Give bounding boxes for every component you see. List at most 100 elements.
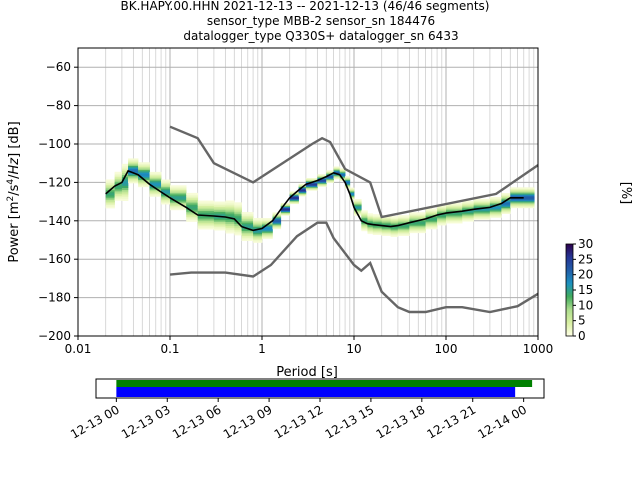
density-cell bbox=[121, 189, 129, 193]
density-cell bbox=[289, 192, 299, 194]
density-cell bbox=[213, 228, 226, 231]
density-cell bbox=[381, 222, 391, 224]
density-cell bbox=[114, 193, 123, 196]
density-cell bbox=[523, 200, 535, 203]
density-cell bbox=[339, 173, 346, 175]
density-cell bbox=[241, 212, 254, 215]
density-cell bbox=[489, 210, 502, 212]
density-cell bbox=[409, 226, 426, 229]
density-cell bbox=[390, 218, 399, 221]
density-cell bbox=[425, 209, 438, 212]
availability-bar bbox=[116, 387, 516, 397]
density-cell bbox=[473, 210, 491, 213]
x-tick-label: 10 bbox=[346, 342, 361, 356]
density-cell bbox=[253, 235, 263, 238]
density-cell bbox=[305, 185, 318, 188]
density-cell bbox=[354, 206, 362, 209]
density-cell bbox=[397, 233, 410, 235]
plot-frame bbox=[77, 47, 539, 337]
density-cell bbox=[213, 221, 226, 224]
density-cell bbox=[186, 196, 198, 199]
density-cell bbox=[298, 190, 307, 192]
density-cell bbox=[186, 213, 198, 216]
density-cell bbox=[138, 162, 150, 165]
availability-tick-label: 12-14 00 bbox=[475, 402, 529, 441]
x-tick-label: 0.01 bbox=[65, 342, 92, 356]
density-cell bbox=[138, 183, 150, 186]
density-cell bbox=[462, 200, 474, 203]
density-cell bbox=[372, 221, 382, 224]
density-cell bbox=[138, 163, 150, 166]
density-cell bbox=[523, 205, 535, 207]
colorbar-tick-label: 10 bbox=[578, 298, 593, 312]
density-cell bbox=[234, 227, 242, 230]
density-cell bbox=[197, 202, 215, 205]
density-cell bbox=[253, 236, 263, 239]
chart-title-line-3: datalogger_type Q330S+ datalogger_sn 643… bbox=[183, 29, 458, 43]
density-cell bbox=[446, 213, 463, 216]
density-cell bbox=[397, 227, 410, 229]
density-cell bbox=[501, 201, 511, 204]
density-cell bbox=[138, 168, 150, 170]
density-cell bbox=[298, 193, 307, 195]
density-cell bbox=[437, 221, 447, 224]
density-cell bbox=[213, 226, 226, 229]
density-cell bbox=[349, 187, 355, 189]
density-cell bbox=[262, 225, 273, 227]
density-cell bbox=[272, 217, 282, 219]
density-cell bbox=[225, 223, 235, 226]
density-cell bbox=[149, 174, 162, 177]
density-cell bbox=[170, 191, 187, 193]
density-cell bbox=[510, 193, 525, 195]
density-cell bbox=[186, 204, 198, 207]
density-cell bbox=[462, 210, 474, 212]
density-cell bbox=[462, 211, 474, 214]
density-cell bbox=[523, 187, 535, 189]
density-cell bbox=[225, 217, 235, 221]
density-cell bbox=[361, 212, 368, 215]
density-cell bbox=[138, 166, 150, 169]
density-cell bbox=[354, 202, 362, 205]
density-cell bbox=[317, 183, 327, 185]
density-cell bbox=[121, 196, 129, 199]
density-cell bbox=[425, 213, 438, 215]
density-cell bbox=[326, 180, 334, 182]
density-cell bbox=[326, 178, 334, 181]
density-cell bbox=[326, 176, 334, 178]
density-cell bbox=[361, 211, 368, 214]
density-cell bbox=[333, 176, 341, 178]
density-cell bbox=[114, 173, 123, 176]
density-cell bbox=[298, 190, 307, 193]
density-cell bbox=[462, 203, 474, 205]
density-cell bbox=[501, 196, 511, 199]
density-cell bbox=[161, 186, 171, 189]
density-cell bbox=[161, 191, 171, 193]
density-cell bbox=[354, 210, 362, 212]
density-cell bbox=[114, 186, 123, 189]
density-cell bbox=[253, 233, 263, 236]
density-cell bbox=[462, 214, 474, 216]
density-cell bbox=[234, 204, 242, 207]
density-cell bbox=[333, 167, 341, 169]
density-cell bbox=[326, 178, 334, 180]
density-cell bbox=[473, 212, 491, 214]
density-cell bbox=[354, 211, 362, 213]
density-cell bbox=[381, 230, 391, 233]
density-cell bbox=[305, 183, 318, 185]
density-cell bbox=[105, 202, 115, 206]
density-cell bbox=[349, 192, 355, 194]
density-cell bbox=[234, 219, 242, 222]
density-cell bbox=[225, 210, 235, 213]
density-cell bbox=[253, 230, 263, 233]
density-cell bbox=[234, 231, 242, 234]
density-cell bbox=[138, 175, 150, 178]
density-cell bbox=[333, 170, 341, 172]
density-cell bbox=[345, 184, 351, 186]
density-cell bbox=[298, 193, 307, 195]
density-cell bbox=[272, 221, 282, 223]
density-cell bbox=[397, 228, 410, 230]
density-cell bbox=[510, 198, 525, 200]
density-cell bbox=[170, 199, 187, 202]
density-cell bbox=[161, 198, 171, 201]
